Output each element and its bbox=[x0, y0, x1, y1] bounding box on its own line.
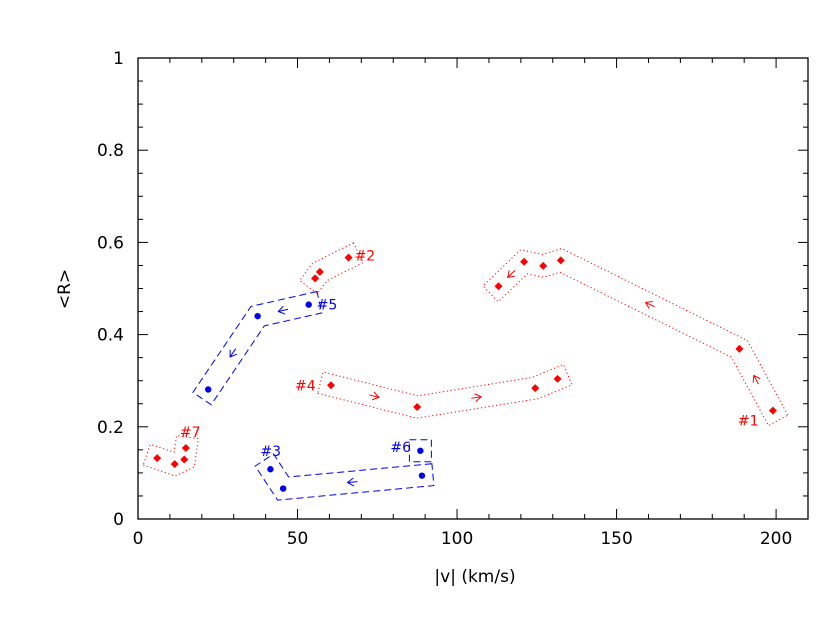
x-tick-label: 100 bbox=[441, 529, 473, 549]
track-1-point bbox=[539, 261, 548, 270]
track-7-label: #7 bbox=[180, 425, 201, 441]
x-axis-label: |v| (km/s) bbox=[434, 567, 515, 587]
track-1-point bbox=[556, 256, 565, 265]
track-1-arrow bbox=[644, 300, 655, 309]
track-1-label: #1 bbox=[738, 414, 759, 430]
track-5-label: #5 bbox=[317, 298, 338, 314]
y-tick-label: 0.8 bbox=[97, 141, 124, 161]
track-4-arrow bbox=[369, 391, 380, 401]
track-4-point bbox=[413, 402, 422, 411]
track-2-point bbox=[344, 253, 353, 262]
series-labels: #1 #2 #3 #4 #5 #6 #7 bbox=[180, 249, 759, 461]
y-tick-label: 0 bbox=[113, 510, 124, 530]
track-2-label: #2 bbox=[355, 249, 376, 265]
track-3-outline bbox=[254, 453, 435, 501]
track-4-point bbox=[531, 384, 540, 393]
track-6-outline bbox=[408, 439, 432, 463]
track-5-point bbox=[204, 386, 212, 393]
axis-ticks bbox=[137, 57, 808, 520]
track-2-point bbox=[315, 267, 324, 276]
y-tick-label: 1 bbox=[113, 49, 124, 69]
track-2-point bbox=[311, 274, 320, 283]
track-5-point bbox=[305, 301, 312, 308]
y-tick-label: 0.2 bbox=[97, 418, 124, 438]
track-3-point bbox=[279, 485, 287, 492]
track-4-arrow bbox=[471, 393, 483, 403]
track-4-label: #4 bbox=[295, 378, 316, 394]
track-1-point bbox=[768, 406, 777, 415]
track-6-label: #6 bbox=[390, 440, 411, 456]
track-5-arrow bbox=[277, 305, 289, 315]
track-3-arrow bbox=[346, 477, 358, 487]
track-7-point bbox=[170, 460, 179, 469]
track-3-point bbox=[418, 472, 426, 479]
track-4-point bbox=[553, 374, 562, 383]
track-3-point bbox=[267, 466, 274, 473]
track-7-point bbox=[153, 454, 162, 463]
track-outlines bbox=[142, 242, 789, 501]
tick-labels: 0 50 100 150 200 0 0.2 0.4 0.6 0.8 1 bbox=[97, 49, 792, 549]
y-tick-label: 0.6 bbox=[97, 233, 124, 253]
track-1-arrow bbox=[752, 374, 761, 385]
track-1-point bbox=[520, 257, 529, 266]
y-axis-label: <R> bbox=[55, 269, 75, 309]
track-1-point bbox=[735, 344, 744, 353]
track-2-outline bbox=[299, 242, 364, 295]
x-tick-label: 0 bbox=[133, 529, 144, 549]
track-3-label: #3 bbox=[260, 444, 281, 460]
track-1-point bbox=[494, 282, 503, 291]
track-1-outline bbox=[482, 248, 789, 427]
y-tick-label: 0.4 bbox=[97, 326, 124, 346]
track-4-point bbox=[327, 381, 336, 390]
track-7-outline bbox=[142, 435, 199, 477]
track-7-point bbox=[181, 444, 190, 453]
x-tick-label: 50 bbox=[287, 529, 309, 549]
track-6-point bbox=[417, 447, 424, 454]
direction-arrows bbox=[229, 270, 761, 487]
track-5-arrow bbox=[229, 348, 237, 358]
x-tick-label: 150 bbox=[600, 529, 632, 549]
track-5-outline bbox=[192, 290, 323, 406]
plot-frame bbox=[137, 57, 809, 520]
track-5-point bbox=[254, 312, 261, 320]
track-4-outline bbox=[317, 363, 573, 419]
data-points bbox=[153, 253, 777, 492]
x-tick-label: 200 bbox=[760, 529, 792, 549]
track-1-arrow bbox=[507, 270, 516, 279]
track-7-point bbox=[180, 455, 189, 464]
